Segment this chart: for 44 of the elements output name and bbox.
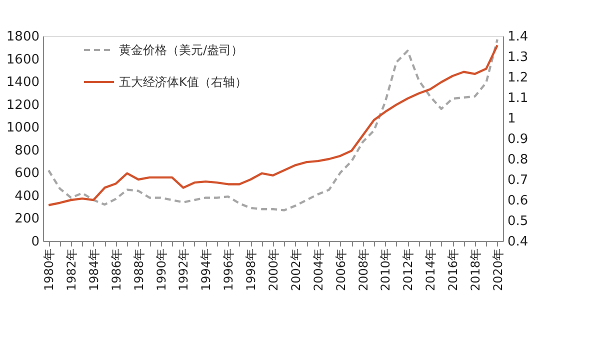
x-tick-label: 1980年	[42, 248, 56, 292]
y2-tick-label: 1.4	[508, 30, 528, 44]
x-tick-label: 1994年	[199, 248, 214, 292]
y2-tick-label: 0.4	[508, 234, 528, 250]
y-tick-label: 1400	[6, 75, 40, 90]
y-tick-label: 1600	[6, 52, 40, 68]
x-tick-label: 2016年	[446, 248, 460, 292]
x-tick-label: 2000年	[266, 248, 280, 292]
y-tick-label: 0	[31, 234, 40, 250]
y2-tick-label: 1	[508, 112, 516, 126]
x-tick-label: 1982年	[64, 248, 79, 292]
x-tick-label: 1984年	[86, 248, 101, 292]
y-tick-label: 1800	[6, 30, 40, 44]
y2-tick-label: 0.8	[508, 152, 528, 168]
y2-tick-label: 0.6	[508, 194, 528, 208]
x-tick-label: 2012年	[401, 248, 416, 292]
x-tick-label: 2014年	[424, 248, 438, 292]
x-tick-label: 1992年	[176, 248, 191, 292]
y2-tick-label: 0.9	[508, 132, 528, 147]
y2-tick-label: 1.2	[508, 70, 528, 86]
y-tick-label: 600	[14, 166, 40, 182]
y2-tick-label: 0.7	[508, 173, 528, 188]
x-tick-label: 1990年	[154, 248, 168, 292]
x-tick-label: 2006年	[334, 248, 348, 292]
y-tick-label: 400	[14, 188, 40, 204]
x-tick-label: 2002年	[288, 248, 303, 292]
x-tick-label: 2004年	[311, 248, 326, 292]
y-tick-label: 1200	[6, 98, 40, 113]
x-tick-label: 2008年	[356, 248, 370, 292]
y-tick-label: 200	[14, 212, 40, 227]
x-tick-label: 2020年	[490, 248, 505, 292]
x-tick-label: 1988年	[132, 248, 146, 292]
y2-tick-label: 1.1	[508, 91, 528, 106]
x-tick-label: 1996年	[222, 248, 236, 292]
x-tick-label: 1998年	[244, 248, 258, 292]
x-tick-label: 2010年	[378, 248, 393, 292]
y2-tick-label: 1.3	[508, 50, 528, 65]
legend-label: 黄金价格（美元/盎司）	[119, 43, 244, 57]
y-tick-label: 800	[14, 143, 40, 158]
y-tick-label: 1000	[6, 120, 40, 136]
y2-tick-label: 0.5	[508, 214, 528, 229]
x-tick-label: 2018年	[468, 248, 482, 292]
x-tick-label: 1986年	[109, 248, 124, 292]
legend-label: 五大经济体K值（右轴）	[119, 75, 247, 89]
